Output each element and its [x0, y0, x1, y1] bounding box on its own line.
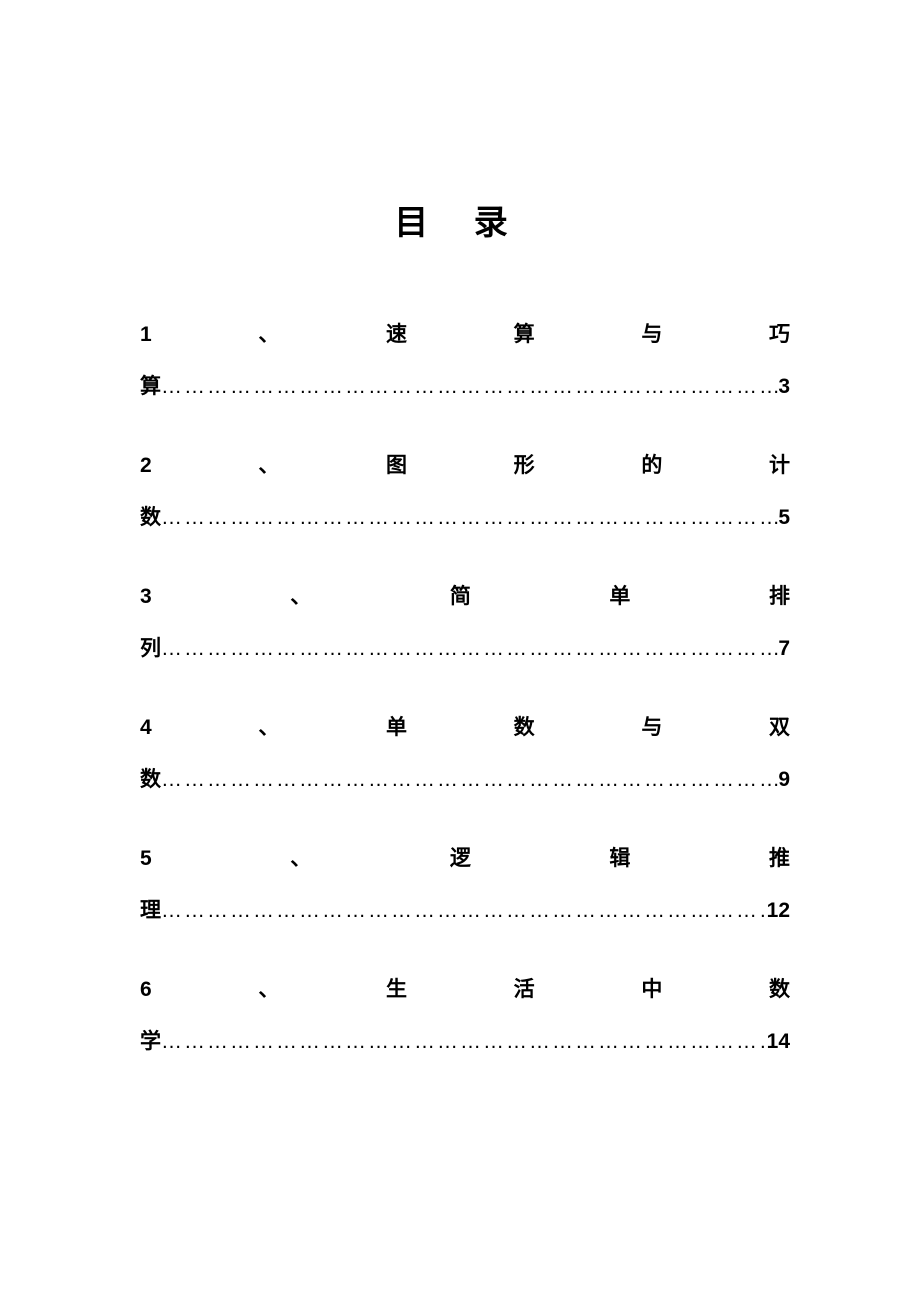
entry-char: 排: [769, 581, 790, 613]
entry-separator: 、: [290, 843, 311, 875]
entry-char: 推: [769, 843, 790, 875]
toc-entry-line1: 3 、 简 单 排: [140, 581, 790, 613]
toc-entry-line1: 5 、 逻 辑 推: [140, 843, 790, 875]
toc-leader-dots: …………………………………………………………………………………………………: [161, 764, 778, 796]
entry-number: 2: [140, 450, 152, 482]
toc-entry-line2: 数…………………………………………………………………………………………………9: [140, 764, 790, 796]
entry-char: 单: [386, 712, 407, 744]
toc-entry-line1: 6 、 生 活 中 数: [140, 974, 790, 1006]
toc-leader-dots: …………………………………………………………………………………………………: [161, 633, 778, 665]
entry-char: 单: [609, 581, 630, 613]
entry-page-number: 9: [778, 764, 790, 796]
entry-char: 数: [769, 974, 790, 1006]
entry-number: 1: [140, 319, 152, 351]
toc-leader-dots: …………………………………………………………………………………………………: [161, 371, 778, 403]
toc-entry-line2: 列…………………………………………………………………………………………………7: [140, 633, 790, 665]
entry-char: 与: [641, 712, 662, 744]
entry-char: 双: [769, 712, 790, 744]
entry-char: 简: [450, 581, 471, 613]
entry-number: 4: [140, 712, 152, 744]
entry-number: 3: [140, 581, 152, 613]
toc-entry: 4、单数与双数…………………………………………………………………………………………: [140, 712, 790, 795]
toc-leader-dots: …………………………………………………………………………………………………: [161, 502, 778, 534]
entry-char: 逻: [450, 843, 471, 875]
entry-char: 的: [641, 450, 662, 482]
entry-char: 数: [514, 712, 535, 744]
entry-number: 5: [140, 843, 152, 875]
entry-page-number: 3: [778, 371, 790, 403]
toc-entry: 6 、 生 活 中 数学…………………………………………………………………………………………: [140, 974, 790, 1057]
entry-char: 活: [514, 974, 535, 1006]
entry-separator: 、: [290, 581, 311, 613]
toc-leader-dots: …………………………………………………………………………………………………: [161, 1026, 767, 1058]
toc-entry: 3 、 简 单 排列……………………………………………………………………………………………: [140, 581, 790, 664]
entry-char: 算: [514, 319, 535, 351]
entry-char: 巧: [769, 319, 790, 351]
toc-entry-line2: 算…………………………………………………………………………………………………3: [140, 371, 790, 403]
toc-entry-line2: 理…………………………………………………………………………………………………12: [140, 895, 790, 927]
entry-suffix-char: 列: [140, 633, 161, 665]
toc-entry: 5 、 逻 辑 推理……………………………………………………………………………………………: [140, 843, 790, 926]
entry-char: 辑: [609, 843, 630, 875]
entry-separator: 、: [258, 974, 279, 1006]
entry-suffix-char: 学: [140, 1026, 161, 1058]
toc-entry-line1: 1 、 速 算 与 巧: [140, 319, 790, 351]
page-title: 目 录: [0, 0, 920, 244]
entry-suffix-char: 算: [140, 371, 161, 403]
entry-suffix-char: 数: [140, 502, 161, 534]
toc-entry-line2: 学…………………………………………………………………………………………………14: [140, 1026, 790, 1058]
entry-separator: 、: [258, 319, 279, 351]
toc-entry-line1: 2 、 图 形 的 计: [140, 450, 790, 482]
entry-page-number: 7: [778, 633, 790, 665]
entry-separator: 、: [258, 712, 279, 744]
entry-char: 中: [641, 974, 662, 1006]
entry-separator: 、: [258, 450, 279, 482]
entry-char: 生: [386, 974, 407, 1006]
entry-page-number: 14: [767, 1026, 790, 1058]
entry-char: 形: [514, 450, 535, 482]
entry-suffix-char: 数: [140, 764, 161, 796]
entry-char: 与: [641, 319, 662, 351]
entry-char: 计: [769, 450, 790, 482]
entry-suffix-char: 理: [140, 895, 161, 927]
entry-page-number: 5: [778, 502, 790, 534]
entry-char: 图: [386, 450, 407, 482]
entry-char: 速: [386, 319, 407, 351]
toc-entry: 1、速算与巧算…………………………………………………………………………………………: [140, 319, 790, 402]
toc-entry: 2 、 图 形 的 计数…………………………………………………………………………………………: [140, 450, 790, 533]
entry-page-number: 12: [767, 895, 790, 927]
entry-number: 6: [140, 974, 152, 1006]
toc-entry-line2: 数…………………………………………………………………………………………………5: [140, 502, 790, 534]
toc-container: 1、速算与巧算…………………………………………………………………………………………: [0, 244, 920, 1057]
toc-leader-dots: …………………………………………………………………………………………………: [161, 895, 767, 927]
toc-entry-line1: 4 、 单 数 与 双: [140, 712, 790, 744]
